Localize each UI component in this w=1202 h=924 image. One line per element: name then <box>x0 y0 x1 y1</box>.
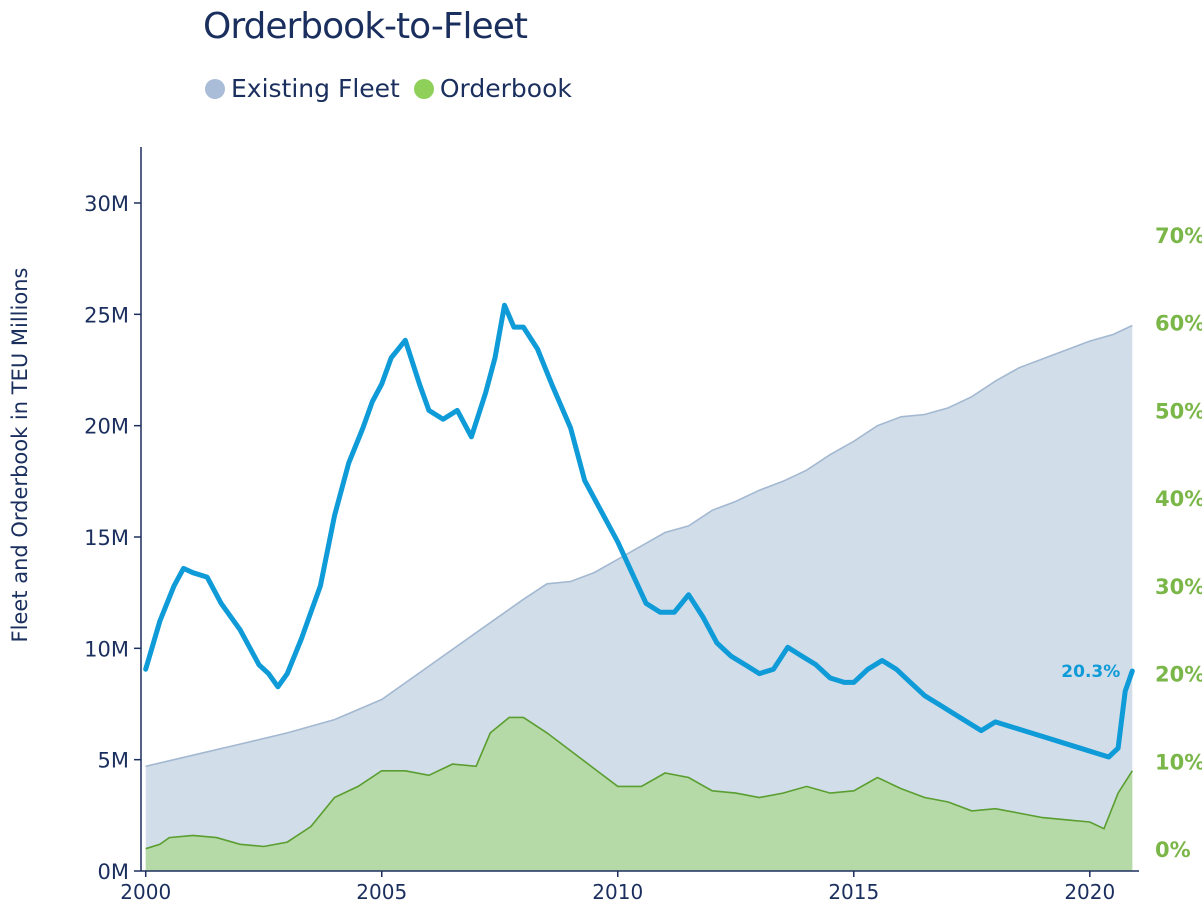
y-tick-label: 0M <box>98 860 129 884</box>
label-layer: 0M 5M 10M 15M 20M 25M 30M 0% 10% 20% 30% 40% 50% 60% 7… <box>8 192 1202 904</box>
annotation-label: 20.3% <box>1061 662 1120 682</box>
y-axis-title: Fleet and Orderbook in TEU Millions <box>8 268 32 643</box>
y-tick-label: 20M <box>84 415 129 439</box>
x-tick-label: 2010 <box>592 880 643 904</box>
x-tick-label: 2020 <box>1064 880 1115 904</box>
y2-tick-label: 60% <box>1155 312 1202 336</box>
y2-tick-label: 70% <box>1155 224 1202 248</box>
area-orderbook <box>145 717 1133 871</box>
axes-layer <box>134 147 1139 877</box>
y2-tick-label: 10% <box>1155 750 1202 774</box>
y-tick-label: 25M <box>84 303 129 327</box>
y2-tick-label: 20% <box>1155 663 1202 687</box>
line-layer <box>143 302 1135 760</box>
y-tick-label: 10M <box>84 637 129 661</box>
chart-legend: Existing Fleet Orderbook <box>205 74 586 103</box>
x-tick-label: 2000 <box>120 880 171 904</box>
legend-item-orderbook[interactable]: Orderbook <box>413 74 572 103</box>
line-orderbook-to-fleet <box>143 302 1135 760</box>
y2-tick-label: 50% <box>1155 399 1202 423</box>
legend-swatch-orderbook <box>413 78 434 99</box>
chart-title: Orderbook-to-Fleet <box>203 6 528 47</box>
y2-tick-label: 0% <box>1155 838 1191 862</box>
legend-label-existing-fleet: Existing Fleet <box>231 74 400 103</box>
x-tick-label: 2005 <box>356 880 407 904</box>
legend-item-existing-fleet[interactable]: Existing Fleet <box>205 74 400 103</box>
y2-tick-label: 40% <box>1155 487 1202 511</box>
x-tick-label: 2015 <box>828 880 879 904</box>
legend-swatch-existing-fleet <box>205 78 225 99</box>
y-tick-label: 15M <box>84 526 129 550</box>
legend-label-orderbook: Orderbook <box>439 74 572 103</box>
area-edge-orderbook <box>145 716 1133 850</box>
area-layer <box>145 324 1133 871</box>
area-edge-existing-fleet <box>145 324 1133 768</box>
y2-tick-label: 30% <box>1155 575 1202 599</box>
y-tick-label: 30M <box>84 192 129 216</box>
y-tick-label: 5M <box>98 749 129 773</box>
area-existing-fleet <box>145 325 1133 871</box>
